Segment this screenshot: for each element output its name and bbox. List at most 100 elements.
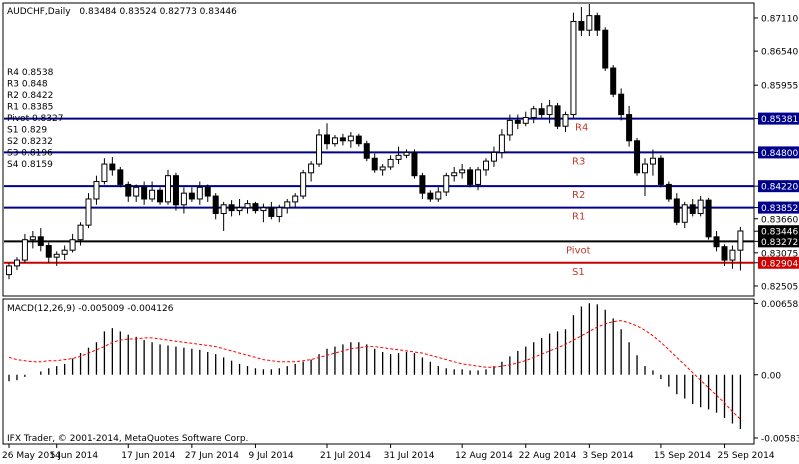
- price-axis: 0.87110 0.86540 0.85955 0.85381 0.84800 0.842…: [754, 14, 799, 292]
- time-tick-label: 9 Jul 2014: [248, 451, 293, 461]
- bull-candle-body: [61, 249, 68, 255]
- pivot-legend-line: R2 0.8422: [7, 91, 53, 101]
- candle: [324, 123, 330, 150]
- price-tag-bg: [758, 146, 799, 159]
- chart-symbol-header: AUDCHF,Daily 0.83484 0.83524 0.82773 0.8…: [7, 7, 237, 17]
- bear-candle-body: [355, 135, 362, 145]
- candle: [514, 114, 521, 130]
- candle: [689, 198, 696, 217]
- candle: [180, 187, 187, 214]
- candle: [419, 172, 426, 199]
- bull-candle-body: [642, 163, 648, 174]
- bear-candle-body: [626, 114, 633, 142]
- candle: [69, 233, 76, 253]
- bear-candle-body: [538, 108, 545, 116]
- candle: [77, 222, 84, 246]
- candle: [490, 146, 497, 167]
- bull-candle-body: [331, 137, 338, 145]
- candle: [681, 201, 688, 229]
- bear-candle-body: [721, 246, 728, 261]
- bear-candle-body: [37, 236, 44, 247]
- macd-panel-frame: [2, 298, 755, 445]
- candle: [157, 187, 164, 205]
- candle: [451, 166, 458, 182]
- candle: [37, 228, 44, 252]
- candle: [53, 251, 60, 266]
- bull-candle-body: [149, 189, 156, 200]
- candle: [554, 102, 561, 130]
- bull-candle-body: [586, 15, 593, 31]
- candle: [570, 12, 577, 118]
- bull-candle-body: [379, 166, 386, 171]
- candle: [459, 164, 466, 179]
- bull-candle-body: [69, 239, 76, 251]
- price-panel-frame: [2, 2, 755, 297]
- candle: [443, 172, 450, 197]
- candle: [244, 200, 251, 214]
- candle: [411, 149, 418, 179]
- candle: [475, 166, 482, 191]
- bear-candle-body: [141, 186, 148, 200]
- candle: [331, 134, 338, 147]
- bull-candle-body: [562, 114, 569, 127]
- bull-candle-body: [244, 203, 251, 209]
- price-tag-label: 0.84220: [761, 183, 798, 193]
- bear-candle-body: [514, 119, 521, 124]
- candle: [21, 233, 28, 263]
- time-tick-label: 26 May 2014: [2, 451, 61, 461]
- bear-candle-body: [117, 169, 124, 185]
- bear-candle-body: [657, 157, 664, 185]
- bull-candle-body: [180, 192, 187, 206]
- candle: [292, 193, 299, 208]
- macd-tick-label: 0.00: [761, 371, 781, 381]
- candle: [268, 201, 275, 220]
- candle: [594, 12, 601, 37]
- bear-candle-body: [634, 140, 641, 174]
- bear-candle-body: [411, 151, 418, 177]
- macd-indicator: [8, 303, 742, 429]
- bear-candle-body: [618, 93, 625, 116]
- candle: [634, 137, 641, 176]
- candle: [141, 181, 148, 205]
- candle: [642, 158, 648, 197]
- bear-candle-body: [252, 203, 259, 212]
- candle: [610, 65, 617, 98]
- candle: [673, 193, 680, 226]
- bull-candle-body: [21, 239, 28, 261]
- macd-signal-line: [8, 320, 741, 420]
- time-tick-label: 21 Jul 2014: [320, 451, 371, 461]
- candle: [467, 166, 474, 188]
- price-tag-label: 0.84800: [761, 149, 798, 159]
- bull-candle-body: [284, 201, 291, 209]
- time-tick-label: 5 Jun 2014: [50, 451, 99, 461]
- candle: [538, 102, 545, 118]
- candle: [562, 111, 569, 133]
- bull-candle-body: [6, 265, 12, 276]
- candle: [196, 181, 203, 205]
- candle: [506, 114, 513, 141]
- bear-candle-body: [172, 175, 179, 206]
- level-label-r4: R4: [575, 123, 588, 134]
- time-tick-label: 22 Aug 2014: [519, 451, 577, 461]
- price-tag-label: 0.82904: [761, 259, 798, 269]
- candle: [737, 226, 744, 271]
- candle: [530, 105, 537, 124]
- candle: [339, 133, 346, 146]
- bear-candle-body: [602, 29, 609, 69]
- bear-candle-body: [371, 157, 378, 171]
- bear-candle-body: [705, 199, 712, 238]
- level-label-r1: R1: [572, 212, 585, 223]
- candles: [6, 4, 744, 280]
- bull-candle-body: [483, 160, 489, 171]
- macd-tick-label: 0.006588: [761, 300, 799, 310]
- price-tag-bg: [758, 180, 799, 193]
- bull-candle-body: [93, 181, 100, 200]
- price-tag-bg: [758, 256, 799, 269]
- bull-candle-body: [347, 135, 354, 142]
- time-tick-label: 25 Sep 2014: [718, 451, 775, 461]
- bull-candle-body: [475, 169, 482, 185]
- candle: [435, 187, 442, 202]
- candle: [363, 140, 370, 162]
- pivot-legend-line: Pivot 0.8327: [7, 114, 63, 124]
- pivot-legend-line: R1 0.8385: [7, 103, 53, 113]
